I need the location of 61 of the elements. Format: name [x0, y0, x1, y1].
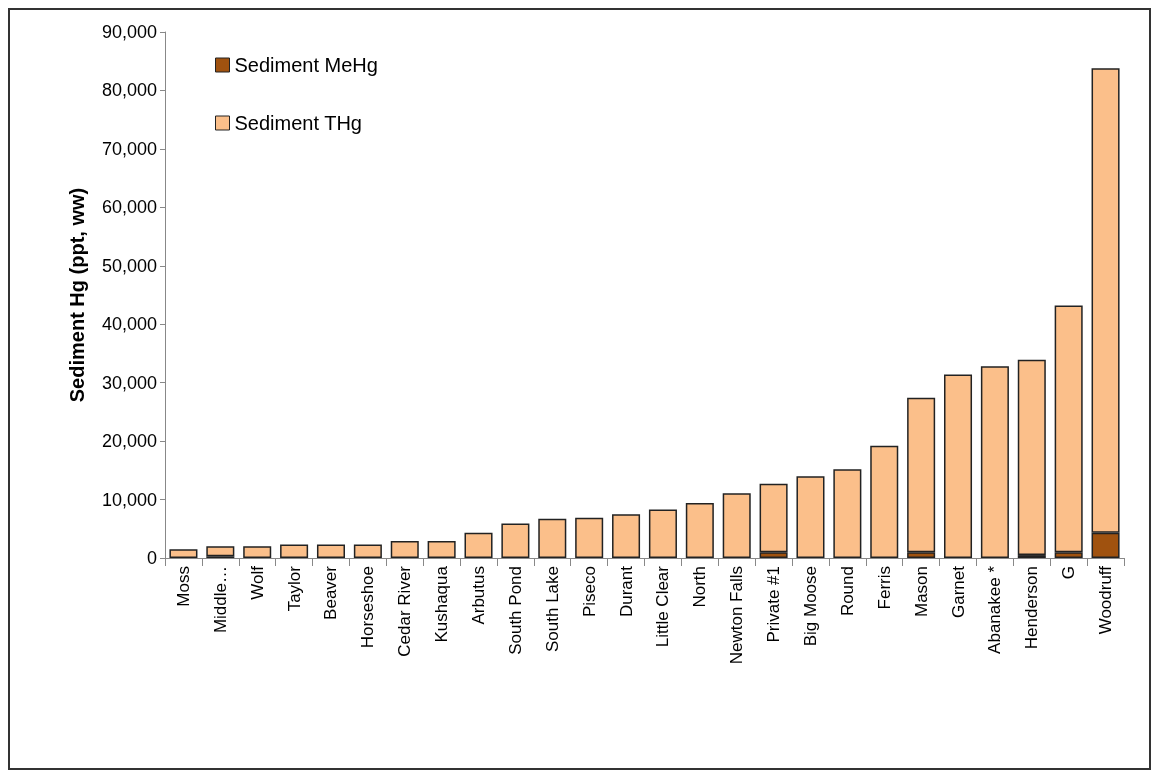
bar [538, 518, 567, 558]
bar [316, 544, 345, 558]
x-tick-label: Beaver [321, 565, 341, 620]
bar [390, 541, 419, 558]
y-tick-label: 80,000 [101, 80, 157, 101]
bar [206, 546, 235, 557]
x-tick-label: Cedar River [395, 565, 415, 657]
bar [612, 514, 641, 558]
bar [685, 503, 714, 558]
x-tick-label: Garnet [948, 565, 968, 618]
bar [169, 549, 198, 558]
bar [722, 493, 751, 558]
x-tick-label: Private #1 [764, 566, 784, 643]
x-tick-label: Piseco [579, 566, 599, 618]
bar [280, 544, 309, 558]
y-tick-label: 30,000 [101, 372, 157, 393]
x-tick-label: Round [837, 566, 857, 617]
x-tick-label: South Pond [505, 566, 525, 655]
bar [833, 469, 862, 558]
bar [944, 374, 973, 558]
x-tick-label: South Lake [542, 566, 562, 653]
bar [796, 476, 825, 558]
x-tick-label: Abanakee * [985, 565, 1005, 654]
x-tick-label: Durant [616, 565, 636, 618]
x-tick-label: Newton Falls [727, 566, 747, 665]
bar [501, 523, 530, 558]
bar [1017, 359, 1046, 556]
y-tick-label: 0 [146, 548, 157, 568]
x-tick-label: Horseshoe [358, 566, 378, 649]
y-axis-title: Sediment Hg (ppt, ww) [66, 187, 88, 403]
y-tick-label: 90,000 [101, 22, 157, 42]
y-tick-label: 60,000 [101, 197, 157, 218]
x-tick-label: Kushaqua [432, 565, 452, 643]
bar [464, 532, 493, 558]
x-tick-label: G [1059, 566, 1079, 580]
legend-label: Sediment THg [234, 112, 362, 134]
x-tick-label: North [690, 566, 710, 608]
y-tick-label: 20,000 [101, 431, 157, 452]
x-tick-label: Big Moose [800, 566, 820, 647]
bar [648, 509, 677, 558]
y-tick-label: 70,000 [101, 138, 157, 159]
y-tick-label: 10,000 [101, 489, 157, 510]
bar [575, 517, 604, 558]
y-tick-label: 50,000 [101, 255, 157, 276]
x-tick-label: Little Clear [653, 565, 673, 648]
bar [427, 541, 456, 558]
x-tick-label: Arbutus [469, 566, 489, 625]
x-tick-label: Mason [911, 566, 931, 618]
bar [980, 366, 1009, 558]
x-tick-label: Taylor [284, 565, 304, 612]
x-tick-label: Woodruff [1096, 565, 1116, 635]
x-tick-label: Henderson [1022, 566, 1042, 650]
x-tick-label: Wolf [247, 565, 267, 600]
bar [243, 546, 272, 558]
x-tick-label: Ferris [874, 566, 894, 610]
bar [353, 544, 382, 558]
x-tick-label: Moss [173, 566, 193, 607]
legend-label: Sediment MeHg [234, 54, 378, 76]
x-tick-label: Middle… [210, 566, 230, 634]
bar [870, 445, 899, 558]
y-tick-label: 40,000 [101, 314, 157, 335]
